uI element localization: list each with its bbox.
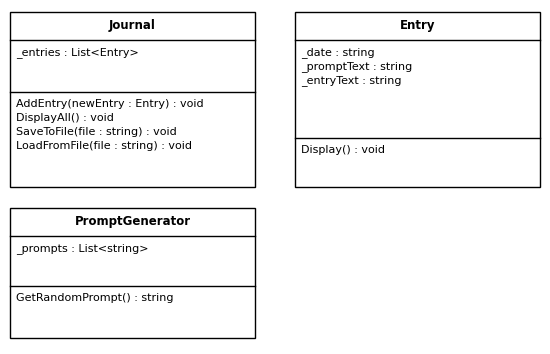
Text: AddEntry(newEntry : Entry) : void: AddEntry(newEntry : Entry) : void bbox=[16, 99, 203, 109]
Text: Journal: Journal bbox=[109, 19, 156, 33]
Bar bbox=[10, 12, 255, 187]
Text: _date : string: _date : string bbox=[301, 47, 375, 58]
Text: _entryText : string: _entryText : string bbox=[301, 75, 402, 86]
Bar bbox=[10, 208, 255, 338]
Text: _entries : List<Entry>: _entries : List<Entry> bbox=[16, 47, 139, 58]
Text: LoadFromFile(file : string) : void: LoadFromFile(file : string) : void bbox=[16, 141, 192, 151]
Text: SaveToFile(file : string) : void: SaveToFile(file : string) : void bbox=[16, 127, 177, 137]
Text: Entry: Entry bbox=[400, 19, 435, 33]
Text: Display() : void: Display() : void bbox=[301, 145, 385, 155]
Text: GetRandomPrompt() : string: GetRandomPrompt() : string bbox=[16, 293, 173, 303]
Bar bbox=[295, 12, 540, 187]
Text: PromptGenerator: PromptGenerator bbox=[74, 216, 190, 228]
Text: _prompts : List<string>: _prompts : List<string> bbox=[16, 243, 148, 254]
Text: DisplayAll() : void: DisplayAll() : void bbox=[16, 113, 114, 123]
Text: _promptText : string: _promptText : string bbox=[301, 61, 412, 72]
